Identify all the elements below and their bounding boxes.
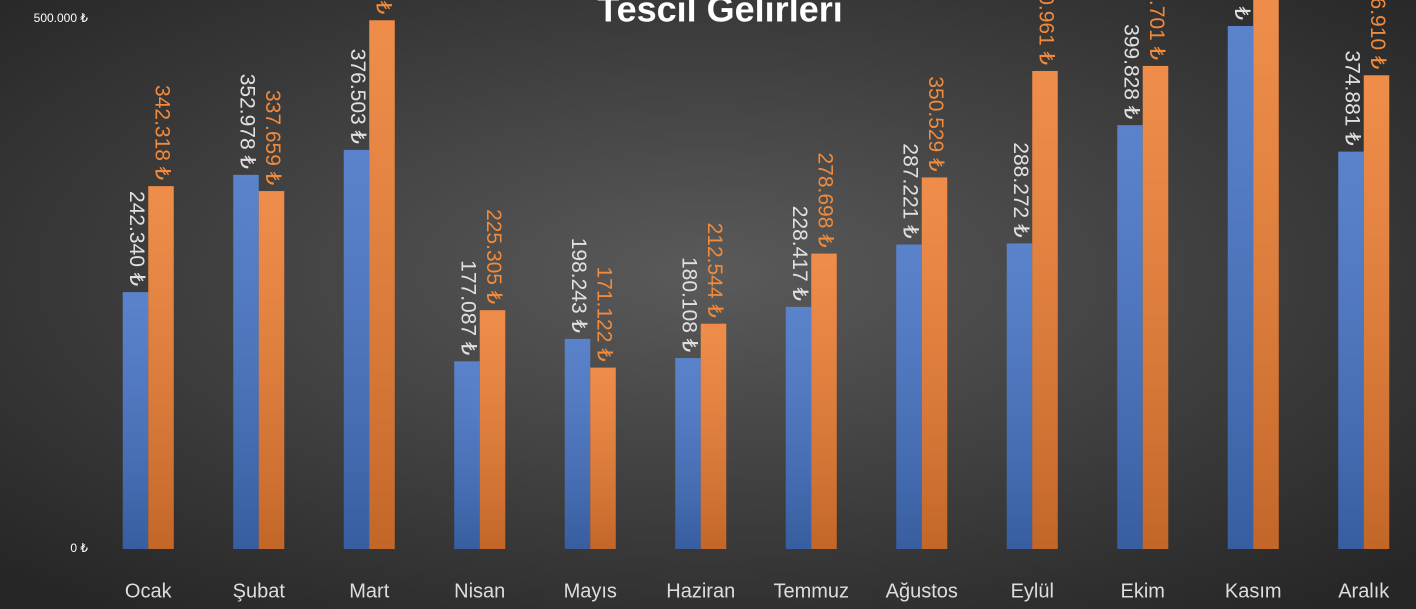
- data-label: 198.243 ₺: [567, 238, 590, 333]
- bar: [921, 177, 948, 549]
- x-tick-label: Temmuz: [773, 580, 849, 602]
- bar: [590, 367, 616, 549]
- bar: [122, 292, 149, 549]
- x-tick-label: Nisan: [454, 580, 505, 602]
- x-tick-label: Ağustos: [886, 580, 958, 602]
- chart-title: Tescil Gelirleri: [597, 0, 842, 30]
- y-tick-label: 500.000 ₺: [34, 11, 89, 25]
- bar: [343, 149, 370, 550]
- data-label: 242.340 ₺: [125, 191, 148, 286]
- bar: [1117, 125, 1143, 550]
- y-tick-label: 0 ₺: [70, 541, 88, 555]
- x-tick-label: Aralık: [1338, 580, 1390, 602]
- bar: [896, 244, 922, 549]
- x-tick-label: Mart: [349, 580, 389, 602]
- data-label: 177.087 ₺: [456, 260, 479, 355]
- data-label: 498.800 ₺: [371, 0, 394, 14]
- data-label: 180.108 ₺: [677, 257, 700, 352]
- data-label: 446.910 ₺: [1366, 0, 1389, 69]
- data-label: 337.659 ₺: [261, 90, 284, 185]
- data-label: 376.503 ₺: [346, 49, 369, 144]
- x-tick-label: Ekim: [1121, 580, 1165, 602]
- bar: [564, 338, 591, 549]
- x-tick-label: Ocak: [125, 580, 173, 602]
- bar: [454, 361, 480, 549]
- x-tick-label: Haziran: [666, 580, 735, 602]
- data-label: 171.122 ₺: [592, 267, 615, 362]
- x-tick-label: Şubat: [233, 580, 286, 602]
- bar: [700, 323, 727, 549]
- x-tick-label: Mayıs: [564, 580, 617, 602]
- bar: [1363, 75, 1390, 550]
- bar: [1032, 70, 1058, 550]
- data-label: 399.828 ₺: [1119, 24, 1142, 119]
- bar: [258, 191, 285, 549]
- data-label: 278.698 ₺: [813, 152, 836, 247]
- data-label: 374.881 ₺: [1340, 51, 1363, 146]
- data-label: 228.417 ₺: [788, 206, 811, 301]
- bar: [233, 174, 259, 549]
- bar: [479, 310, 506, 549]
- data-label: 225.305 ₺: [482, 209, 505, 304]
- data-label: 212.544 ₺: [703, 223, 726, 318]
- bar: [675, 358, 701, 549]
- data-label: 342.318 ₺: [150, 85, 173, 180]
- bar: [148, 186, 174, 549]
- data-label: 288.272 ₺: [1009, 142, 1032, 237]
- data-label: 455.701 ₺: [1145, 0, 1168, 60]
- data-label: 450.961 ₺: [1034, 0, 1057, 65]
- data-label: 350.529 ₺: [924, 76, 947, 171]
- bar: [1338, 151, 1364, 549]
- data-label: 352.978 ₺: [235, 74, 258, 169]
- x-tick-label: Kasım: [1225, 580, 1282, 602]
- bar: [1142, 65, 1169, 549]
- data-label: 493.400 ₺: [1230, 0, 1253, 20]
- bar: [1253, 0, 1279, 550]
- data-label: 287.221 ₺: [898, 143, 921, 238]
- bar: [369, 20, 395, 550]
- bar: [1006, 243, 1033, 549]
- bar: [1227, 25, 1254, 550]
- bar: [785, 306, 812, 549]
- x-tick-label: Eylül: [1011, 580, 1054, 602]
- bar: [811, 253, 837, 549]
